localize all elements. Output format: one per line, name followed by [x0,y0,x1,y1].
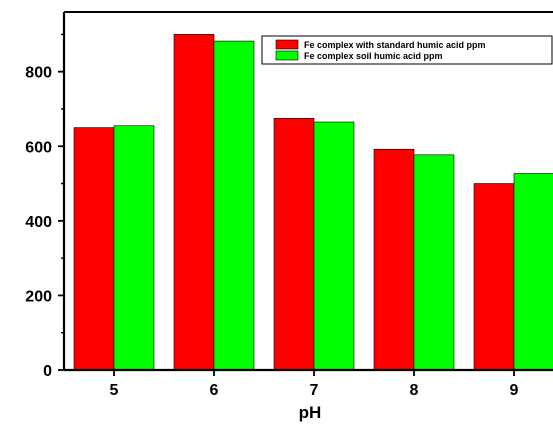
bar-standard-8 [373,148,415,371]
x-tick-label-9: 9 [510,382,519,399]
bar-soil-8 [413,154,455,371]
y-tick-label-600: 600 [25,139,52,156]
bars-group [73,34,553,371]
legend: Fe complex with standard humic acid ppmF… [261,35,553,65]
legend-label-standard: Fe complex with standard humic acid ppm [304,40,486,50]
y-tick-label-400: 400 [25,214,52,231]
y-tick-label-800: 800 [25,65,52,82]
bar-standard-5 [73,127,115,371]
bar-soil-5 [113,125,155,371]
legend-label-soil: Fe complex soil humic acid ppm [304,51,443,61]
x-tick-label-7: 7 [310,382,319,399]
y-tick-label-200: 200 [25,288,52,305]
x-tick-label-5: 5 [110,382,119,399]
x-tick-label-6: 6 [210,382,219,399]
legend-box [261,35,553,65]
ticks-group: 0 200 400 600 800 5 6 7 8 9 [25,33,519,399]
bar-soil-9 [513,173,553,371]
y-tick-label-0: 0 [43,363,52,380]
bar-standard-7 [273,117,315,371]
bar-soil-7 [313,121,355,371]
x-tick-label-8: 8 [410,382,419,399]
legend-swatch-standard [275,39,299,50]
x-axis-title: pH [299,403,322,422]
legend-swatch-soil [275,50,299,61]
bar-soil-6 [213,40,255,371]
bar-standard-6 [173,34,215,371]
bar-standard-9 [473,183,515,371]
